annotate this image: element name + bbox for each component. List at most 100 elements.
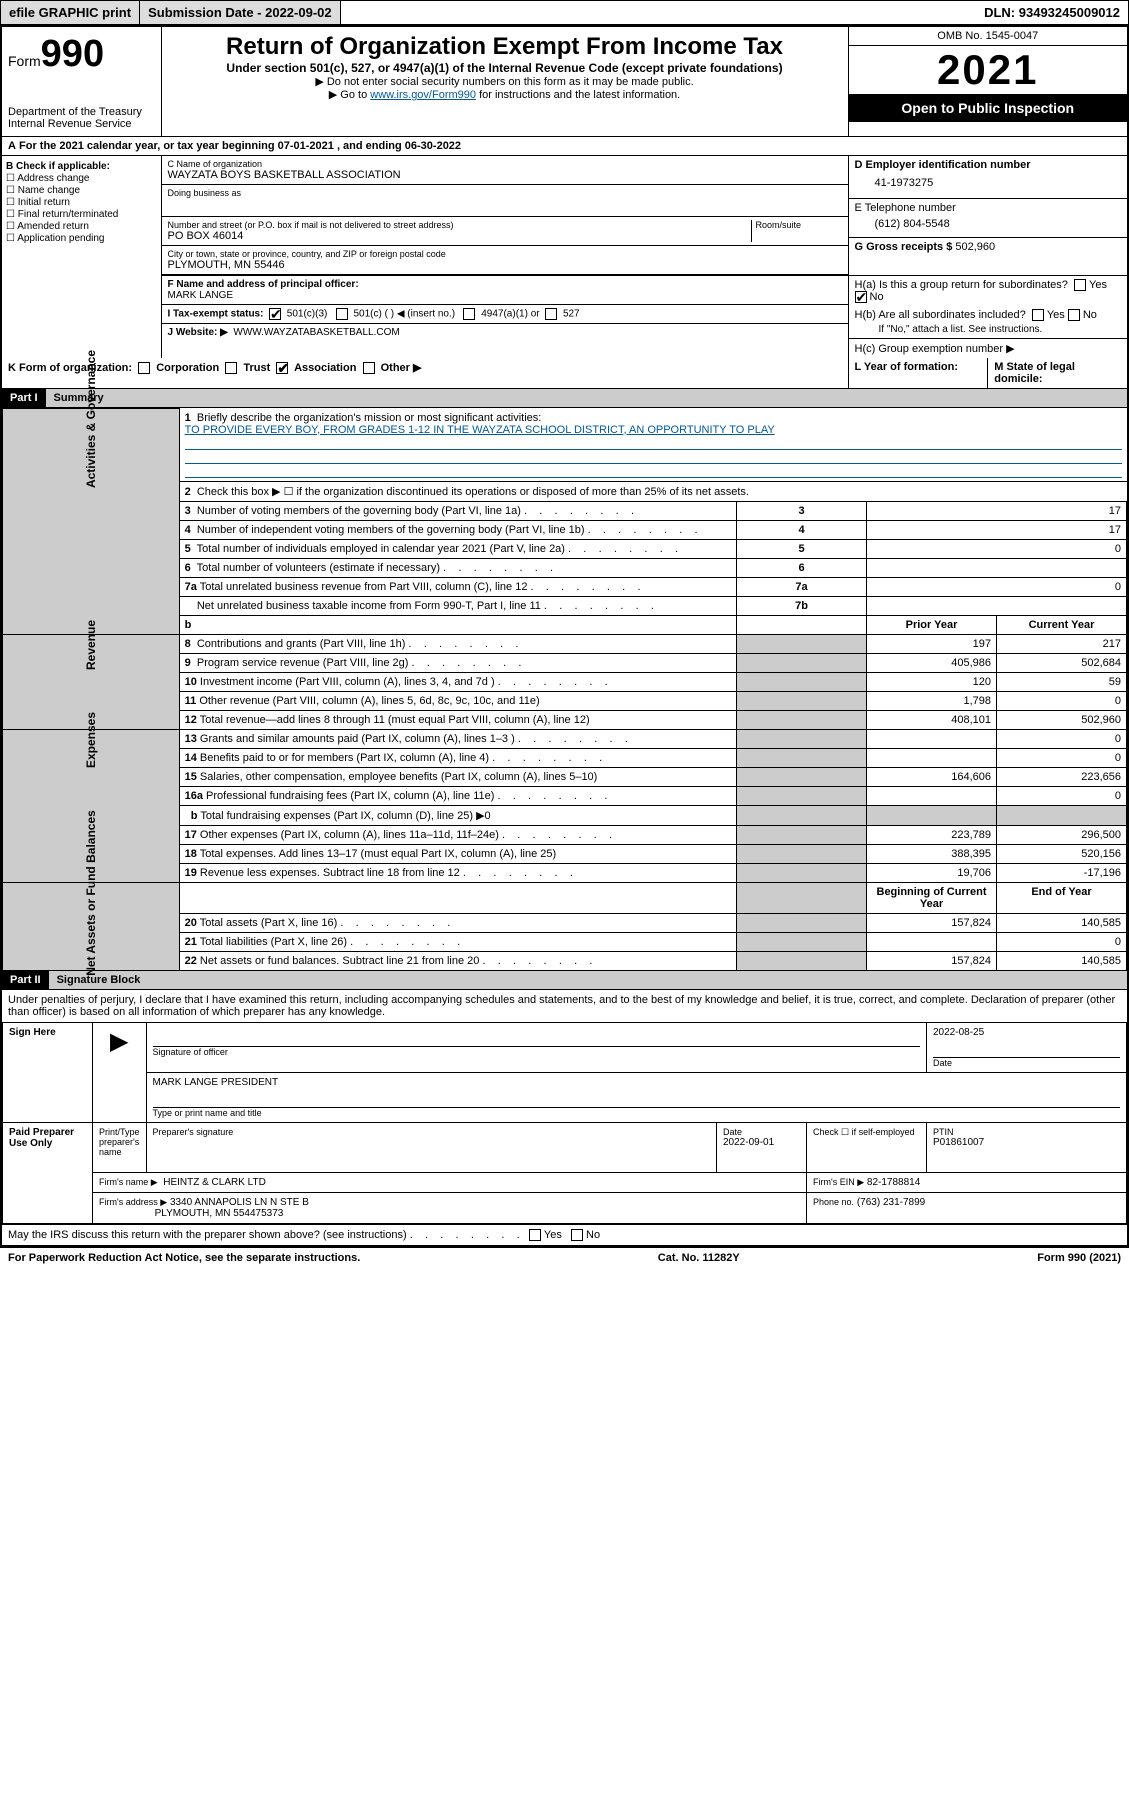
tax-status-label: I Tax-exempt status: (168, 309, 264, 320)
prep-date: 2022-09-01 (723, 1137, 800, 1148)
hc-label: H(c) Group exemption number ▶ (849, 338, 1128, 358)
submission-date-label: Submission Date - (148, 5, 265, 20)
submission-date-value: 2022-09-02 (265, 5, 332, 20)
chk-name[interactable]: ☐ Name change (6, 185, 157, 196)
sig-officer-label: Signature of officer (153, 1047, 920, 1057)
ein-value: 41-1973275 (855, 171, 1122, 195)
sig-date: 2022-08-25 (933, 1027, 1120, 1038)
website-value: WWW.WAYZATABASKETBALL.COM (233, 327, 399, 338)
block-b: B Check if applicable: ☐ Address change … (1, 156, 161, 359)
ha-label: H(a) Is this a group return for subordin… (855, 279, 1068, 291)
tax-year: 2021 (849, 46, 1128, 94)
block-f-i-j: F Name and address of principal officer:… (161, 276, 848, 359)
part1-badge: Part I (2, 389, 46, 407)
ptin-value: P01861007 (933, 1137, 1120, 1148)
hb-label: H(b) Are all subordinates included? (855, 309, 1026, 321)
q2: Check this box ▶ ☐ if the organization d… (197, 486, 749, 498)
state-domicile: M State of legal domicile: (988, 358, 1127, 388)
part2-header-row: Part II Signature Block (1, 971, 1128, 990)
prep-phone: (763) 231-7899 (857, 1197, 925, 1208)
addr-label: Number and street (or P.O. box if mail i… (168, 220, 747, 230)
firm-city: PLYMOUTH, MN 554475373 (155, 1208, 284, 1219)
phone-value: (612) 804-5548 (855, 214, 1122, 234)
chk-527[interactable] (545, 308, 557, 320)
ha-no[interactable] (855, 291, 867, 303)
sig-date-label: Date (933, 1058, 1120, 1068)
year-formation: L Year of formation: (849, 358, 989, 388)
page-footer: For Paperwork Reduction Act Notice, see … (0, 1247, 1129, 1268)
hb-no[interactable] (1068, 309, 1080, 321)
chk-501c3[interactable] (269, 308, 281, 320)
firm-addr-label: Firm's address ▶ (99, 1197, 167, 1207)
may-no[interactable] (571, 1229, 583, 1241)
k-trust[interactable] (225, 362, 237, 374)
title-cell: Return of Organization Exempt From Incom… (161, 26, 848, 137)
ptin-label: PTIN (933, 1127, 1120, 1137)
block-c: C Name of organization WAYZATA BOYS BASK… (161, 156, 848, 276)
block-k: K Form of organization: Corporation Trus… (1, 358, 848, 389)
sidetab-activities: Activities & Governance (3, 409, 180, 635)
omb-number: OMB No. 1545-0047 (849, 27, 1128, 46)
firm-addr: 3340 ANNAPOLIS LN N STE B (170, 1197, 309, 1208)
firm-ein: 82-1788814 (867, 1177, 920, 1188)
form-prefix: Form (8, 53, 41, 69)
chk-4947[interactable] (463, 308, 475, 320)
goto-note: ▶ Go to www.irs.gov/Form990 for instruct… (168, 88, 842, 101)
chk-final[interactable]: ☐ Final return/terminated (6, 209, 157, 220)
hb-yes[interactable] (1032, 309, 1044, 321)
may-irs: May the IRS discuss this return with the… (8, 1229, 520, 1241)
year-box: OMB No. 1545-0047 2021 Open to Public In… (848, 26, 1128, 137)
hb-note: If "No," attach a list. See instructions… (849, 324, 1128, 338)
org-name-label: C Name of organization (168, 159, 842, 169)
type-name-label: Type or print name and title (153, 1108, 1120, 1118)
submission-date: Submission Date - 2022-09-02 (140, 1, 341, 24)
sign-here: Sign Here (3, 1022, 93, 1122)
ha-yes[interactable] (1074, 279, 1086, 291)
k-other[interactable] (363, 362, 375, 374)
chk-initial[interactable]: ☐ Initial return (6, 197, 157, 208)
paid-preparer: Paid Preparer Use Only (3, 1122, 93, 1223)
k-assoc[interactable] (276, 362, 288, 374)
dba-label: Doing business as (168, 188, 842, 198)
q1: Briefly describe the organization's miss… (197, 412, 541, 424)
website-label: J Website: ▶ (168, 327, 228, 338)
may-irs-row: May the IRS discuss this return with the… (1, 1224, 1128, 1246)
block-h: H(a) Is this a group return for subordin… (848, 276, 1128, 359)
k-corp[interactable] (138, 362, 150, 374)
firm-name-label: Firm's name ▶ (99, 1177, 158, 1187)
part1-header-row: Part I Summary (1, 389, 1128, 409)
ein-label: D Employer identification number (855, 159, 1122, 171)
city-value: PLYMOUTH, MN 55446 (168, 259, 842, 271)
addr-value: PO BOX 46014 (168, 230, 747, 242)
part1-body: Activities & Governance 1 Briefly descri… (1, 408, 1128, 971)
paperwork-notice: For Paperwork Reduction Act Notice, see … (8, 1252, 360, 1264)
sign-arrow-icon: ▶ (93, 1022, 147, 1122)
officer-label: F Name and address of principal officer: (168, 279, 359, 290)
form-subtitle: Under section 501(c), 527, or 4947(a)(1)… (168, 61, 842, 75)
cat-no: Cat. No. 11282Y (658, 1252, 740, 1264)
dln: DLN: 93493245009012 (976, 1, 1128, 24)
may-yes[interactable] (529, 1229, 541, 1241)
block-b-label: B Check if applicable: (6, 161, 157, 172)
chk-501c[interactable] (336, 308, 348, 320)
part2-badge: Part II (2, 971, 49, 989)
chk-pending[interactable]: ☐ Application pending (6, 233, 157, 244)
dept-treasury: Department of the Treasury (8, 106, 155, 118)
prep-date-label: Date (723, 1127, 800, 1137)
chk-amended[interactable]: ☐ Amended return (6, 221, 157, 232)
prep-check[interactable]: Check ☐ if self-employed (813, 1127, 920, 1138)
chk-address[interactable]: ☐ Address change (6, 173, 157, 184)
efile-button[interactable]: efile GRAPHIC print (1, 1, 140, 24)
open-inspection: Open to Public Inspection (849, 94, 1128, 122)
officer-printed: MARK LANGE PRESIDENT (153, 1077, 1120, 1088)
irs-link[interactable]: www.irs.gov/Form990 (370, 89, 476, 101)
penalty-text: Under penalties of perjury, I declare th… (1, 990, 1128, 1022)
room-label: Room/suite (752, 220, 842, 242)
blocks-deg: D Employer identification number 41-1973… (848, 156, 1128, 276)
form-footer: Form 990 (2021) (1037, 1252, 1121, 1264)
part2-title: Signature Block (49, 971, 1127, 989)
gross-value: 502,960 (955, 241, 995, 253)
dln-label: DLN: (984, 5, 1019, 20)
form-title: Return of Organization Exempt From Incom… (168, 33, 842, 61)
sidetab-netassets: Net Assets or Fund Balances (3, 882, 180, 970)
